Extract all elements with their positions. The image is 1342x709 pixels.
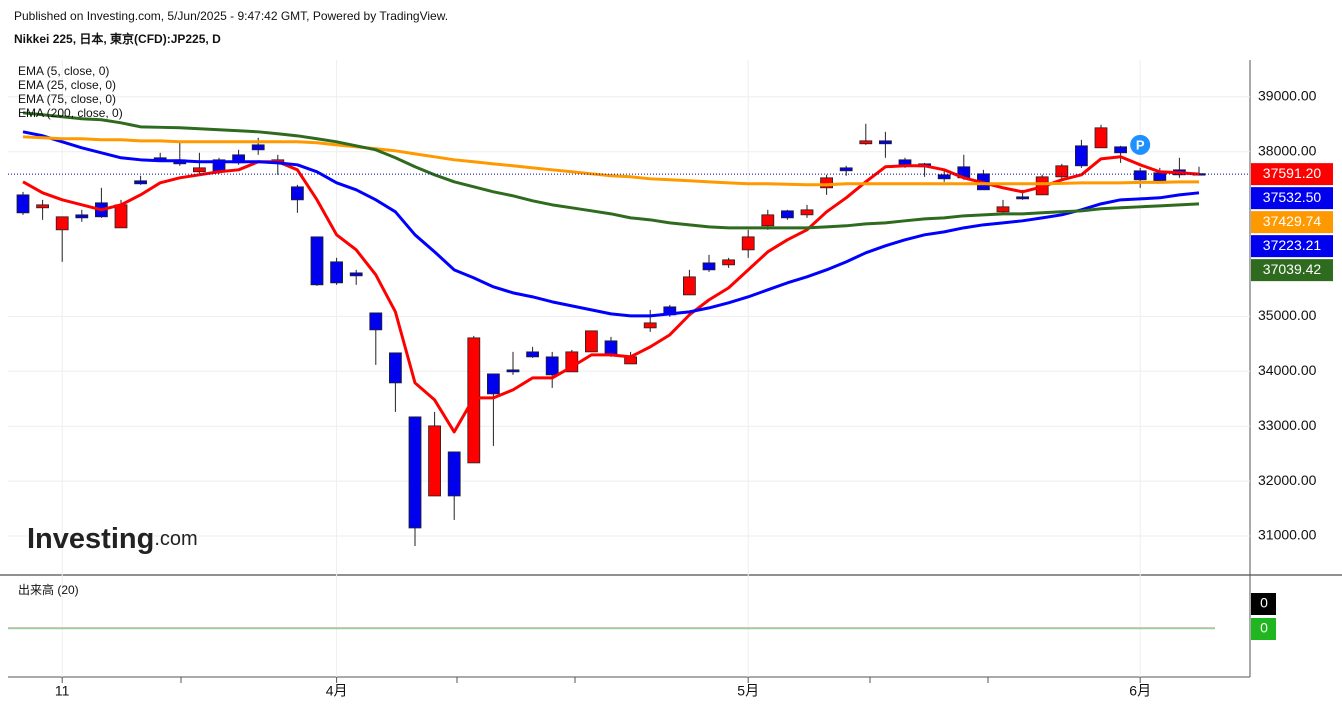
candle-body	[310, 236, 324, 286]
candle-body	[1055, 165, 1069, 178]
candle-body	[1075, 145, 1088, 167]
candle-body	[134, 180, 148, 185]
y-tick-label: 33000.00	[1258, 417, 1317, 433]
price-label-box	[1251, 163, 1333, 186]
legend-label: EMA (200, close, 0)	[18, 106, 123, 120]
y-tick-label: 34000.00	[1258, 362, 1317, 378]
watermark: Investing.com	[27, 523, 198, 555]
price-label-box	[1251, 187, 1333, 210]
watermark-suffix: .com	[154, 528, 197, 550]
candle-body	[820, 177, 833, 189]
candle-body	[996, 206, 1010, 213]
candle-body	[722, 259, 735, 266]
candle-body	[369, 312, 383, 331]
y-tick-label: 32000.00	[1258, 472, 1317, 488]
legend-label: EMA (5, close, 0)	[18, 64, 109, 78]
chart-subtitle: Published on Investing.com, 5/Jun/2025 -…	[14, 9, 448, 23]
x-tick-label: 6月	[1129, 683, 1151, 699]
candle-body	[36, 204, 49, 209]
chart-title: Nikkei 225, 日本, 東京(CFD):JP225, D	[14, 31, 221, 46]
y-tick-label: 38000.00	[1258, 142, 1317, 158]
y-tick-label: 39000.00	[1258, 87, 1317, 103]
candle-body	[408, 416, 422, 529]
price-label: 37223.21	[1263, 237, 1322, 253]
candle-body	[388, 352, 402, 384]
ema-line	[22, 135, 1199, 187]
candle-body	[761, 214, 775, 227]
ema-line	[22, 111, 1200, 230]
x-tick-label: 4月	[326, 683, 348, 699]
volume-label-box	[1251, 618, 1276, 640]
volume-title: 出来高 (20)	[18, 582, 79, 597]
x-minor-ticks	[180, 677, 989, 683]
candle-body	[192, 167, 206, 173]
candle-body	[683, 276, 696, 296]
y-tick-label: 31000.00	[1258, 527, 1317, 543]
candle-body	[1114, 146, 1127, 154]
candle-body	[545, 356, 559, 376]
candle-body	[506, 369, 520, 373]
volume-label: 0	[1260, 595, 1268, 611]
candle-body	[604, 340, 618, 356]
candle-body	[839, 167, 853, 172]
price-label-box	[1251, 235, 1333, 258]
candle-body	[702, 262, 716, 271]
annotation-text: P	[1136, 137, 1145, 152]
candle-body	[585, 330, 598, 353]
candle-body	[428, 425, 442, 497]
candle-body	[1016, 196, 1029, 200]
candle-body	[526, 351, 539, 358]
price-label: 37532.50	[1263, 189, 1322, 205]
ema-line	[22, 155, 1200, 434]
candle-body	[879, 140, 892, 145]
candle-body	[290, 186, 304, 201]
price-label-box	[1251, 211, 1333, 234]
legend-label: EMA (25, close, 0)	[18, 78, 116, 92]
price-label: 37429.74	[1263, 213, 1322, 229]
price-label: 37039.42	[1263, 261, 1322, 277]
candle-body	[1133, 170, 1147, 181]
candle-body	[859, 140, 873, 145]
y-tick-label: 35000.00	[1258, 307, 1317, 323]
candle-body	[55, 216, 69, 231]
ema-line	[22, 130, 1200, 318]
price-label: 37591.20	[1263, 165, 1322, 181]
candle-body	[643, 322, 657, 329]
candle-body	[330, 261, 344, 284]
candle-body	[114, 204, 128, 229]
candle-body	[349, 272, 363, 277]
candle-body	[1094, 127, 1108, 149]
x-tick-label: 11	[55, 683, 70, 699]
candle-body	[741, 236, 755, 251]
volume-label: 0	[1260, 620, 1268, 636]
candle-body	[800, 209, 814, 216]
volume-label-box	[1251, 593, 1276, 615]
candle-body	[16, 194, 30, 214]
legend-label: EMA (75, close, 0)	[18, 92, 116, 106]
candle-body	[781, 210, 794, 219]
candle-body	[251, 144, 265, 151]
x-tick-label: 5月	[737, 683, 759, 699]
candle-body	[447, 451, 461, 497]
candle-body	[937, 174, 951, 180]
candle-body	[486, 373, 500, 395]
candle-body	[75, 214, 89, 219]
price-label-box	[1251, 259, 1333, 282]
annotation-marker	[1130, 134, 1151, 155]
watermark-name: Investing	[27, 523, 154, 555]
